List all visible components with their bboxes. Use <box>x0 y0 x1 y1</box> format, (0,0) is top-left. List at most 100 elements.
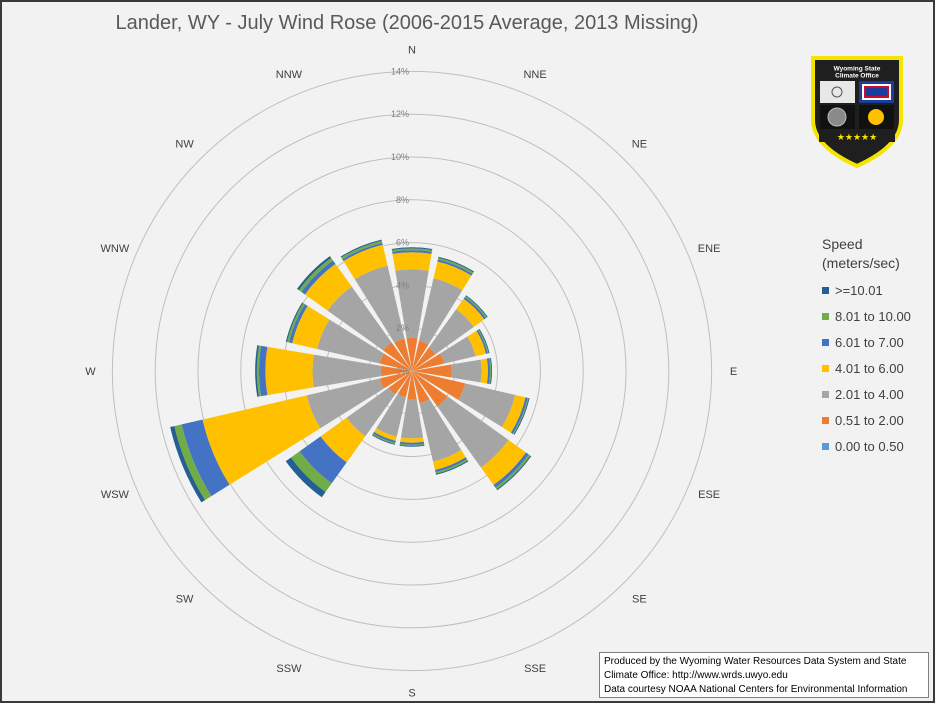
bar-segment <box>395 269 429 339</box>
tick-label: 2% <box>396 323 409 333</box>
bar-segment <box>481 440 527 486</box>
bar-segment <box>374 428 397 441</box>
bar-segment <box>412 371 413 372</box>
bar-segment <box>451 359 482 383</box>
bar-segment <box>419 399 462 462</box>
bar-segment <box>428 309 474 355</box>
bar-segment <box>372 433 396 444</box>
legend-item: 2.01 to 4.00 <box>822 387 932 413</box>
bar-segment <box>298 257 333 292</box>
bar-segment <box>510 397 528 434</box>
bar-segment <box>289 304 308 344</box>
direction-label-w: W <box>85 366 96 378</box>
bar-ne <box>412 295 488 371</box>
bar-segment <box>285 302 304 343</box>
logo-text-line1: Wyoming State <box>834 66 881 73</box>
bar-segment <box>265 346 314 396</box>
bar-segment <box>437 259 473 276</box>
bar-segment <box>340 239 382 258</box>
bar-segment <box>412 371 414 372</box>
bar-segment <box>400 399 424 439</box>
direction-label-sw: SW <box>176 593 194 605</box>
bar-segment <box>413 364 452 378</box>
bar-segment <box>388 371 412 395</box>
bar-segment <box>285 457 326 498</box>
logo-text-line2: Climate Office <box>835 73 879 80</box>
bar-segment <box>463 297 486 320</box>
tick-label: 14% <box>391 66 409 76</box>
bar-segment <box>437 257 474 274</box>
bar-segment <box>411 371 412 372</box>
direction-label-e: E <box>730 366 737 378</box>
bar-segment <box>435 460 469 475</box>
bar-segment <box>304 263 352 311</box>
bar-segment <box>467 330 487 357</box>
bar-ese <box>412 371 530 435</box>
legend-item: 8.01 to 10.00 <box>822 309 932 335</box>
bar-segment <box>317 319 384 364</box>
tick-label: 12% <box>391 109 409 119</box>
direction-label-se: SE <box>632 593 647 605</box>
logo-star-band <box>819 131 895 142</box>
bar-segment <box>437 396 509 468</box>
ring-gridline <box>154 113 670 629</box>
tick-label: 10% <box>391 152 409 162</box>
direction-label-wnw: WNW <box>101 243 130 255</box>
bar-ssw <box>371 371 412 445</box>
bar-segment <box>292 305 330 350</box>
bar-segment <box>412 340 429 371</box>
logo-sun-icon <box>868 109 884 125</box>
credits-line2: Climate Office: http://www.wrds.uwyo.edu <box>604 670 788 681</box>
legend-swatch <box>822 287 829 295</box>
legend-title-line1: Speed <box>822 236 863 252</box>
legend-swatch <box>822 391 829 399</box>
bar-segment <box>458 383 516 428</box>
bar-segment <box>435 459 468 474</box>
bar-segment <box>301 260 336 295</box>
bar-segment <box>412 371 413 373</box>
direction-labels: N NNE NE ENE E ESE SE SSE S SSW SW WSW W WNW NW NNW <box>85 44 737 699</box>
bar-segment <box>181 419 230 497</box>
legend-swatch <box>822 443 829 451</box>
direction-label-nw: NW <box>175 139 194 151</box>
bar-segment <box>464 295 488 319</box>
bar-segment <box>406 337 418 370</box>
bar-segment <box>255 345 259 397</box>
bar-segment <box>412 370 413 371</box>
direction-label-ne: NE <box>632 139 647 151</box>
bar-segment <box>501 394 526 433</box>
logo-flag-field <box>866 88 887 96</box>
direction-label-n: N <box>408 44 416 56</box>
legend-title-line2: (meters/sec) <box>822 255 900 271</box>
bar-segment <box>343 244 388 280</box>
bar-segment <box>512 397 529 435</box>
credits-box: Produced by the Wyoming Water Resources … <box>599 652 929 698</box>
legend-label: >=10.01 <box>835 283 883 298</box>
chart-title: Lander, WY - July Wind Rose (2006-2015 A… <box>115 12 699 34</box>
wind-rose-bars <box>170 239 532 503</box>
legend-swatch <box>822 365 829 373</box>
bar-segment <box>383 342 412 371</box>
legend-label: 0.00 to 0.50 <box>835 439 904 454</box>
bar-sse <box>412 371 469 475</box>
bar-wsw <box>170 371 412 503</box>
legend-label: 8.01 to 10.00 <box>835 309 911 324</box>
bar-segment <box>392 250 432 254</box>
bar-segment <box>258 345 268 397</box>
bar-segment <box>376 393 406 437</box>
legend-label: 4.01 to 6.00 <box>835 361 904 376</box>
bar-segment <box>480 358 488 384</box>
bar-segment <box>411 369 412 371</box>
legend-swatch <box>822 339 829 347</box>
radial-tick-labels: 0% 2% 4% 6% 8% 10% 12% 14% <box>391 66 409 376</box>
bar-segment <box>477 329 489 354</box>
bar-segment <box>412 369 413 371</box>
bar-segment <box>412 371 448 407</box>
bar-segment <box>297 256 332 291</box>
direction-label-nnw: NNW <box>276 69 303 81</box>
legend-title: Speed (meters/sec) <box>822 235 932 273</box>
bar-segment <box>380 365 411 377</box>
bar-segment <box>410 370 412 371</box>
bar-segment <box>411 370 412 371</box>
direction-label-sse: SSE <box>524 663 546 675</box>
